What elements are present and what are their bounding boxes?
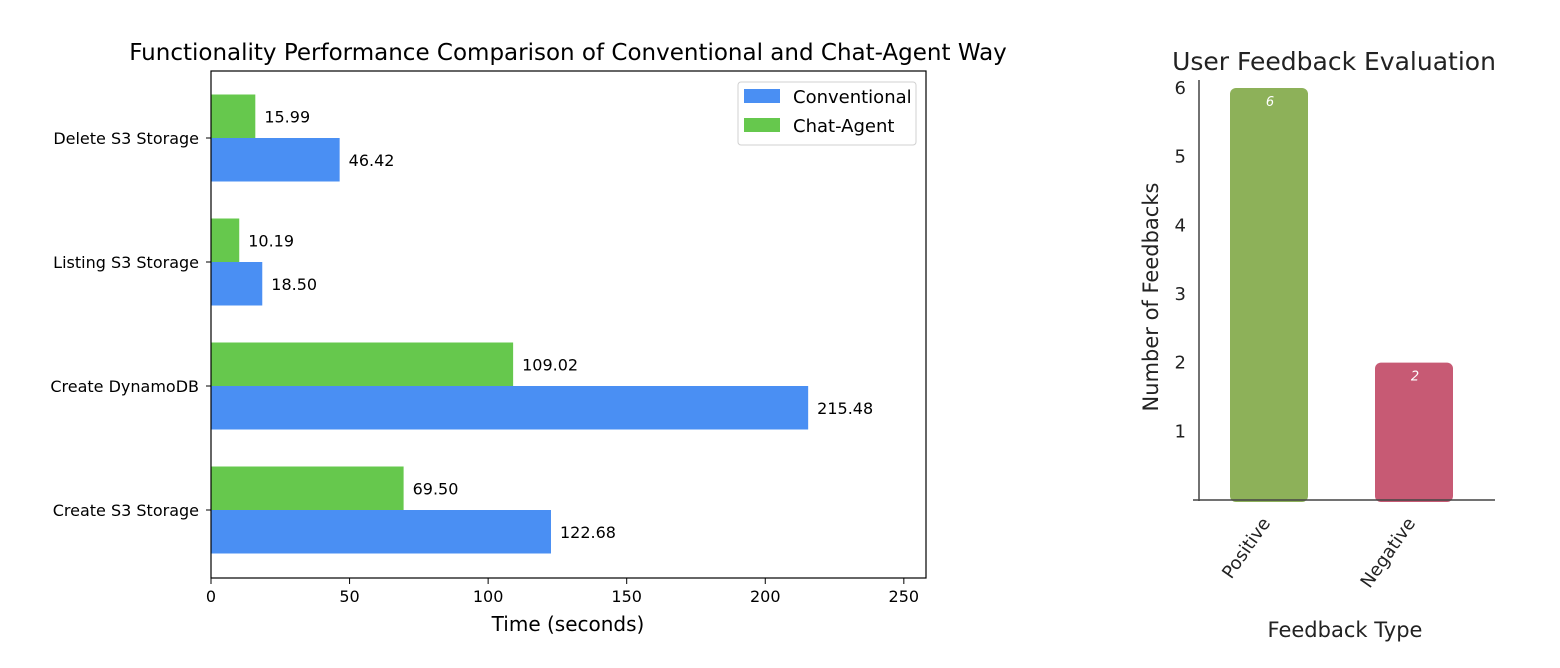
legend-label-chat-agent: Chat-Agent bbox=[793, 116, 894, 137]
data-label-conventional-create-s3-storage: 122.68 bbox=[560, 523, 616, 542]
bar-chat-agent-create-s3-storage bbox=[211, 466, 404, 510]
bar-positive bbox=[1230, 88, 1308, 502]
x-tick-label-negative: Negative bbox=[1357, 514, 1421, 592]
chart-title: Functionality Performance Comparison of … bbox=[129, 40, 1007, 66]
y-tick-label: 2 bbox=[1175, 353, 1186, 374]
x-tick-label-positive: Positive bbox=[1218, 514, 1275, 583]
y-tick-label-delete-s3-storage: Delete S3 Storage bbox=[53, 129, 199, 148]
legend-box bbox=[737, 81, 917, 146]
x-tick-label: 0 bbox=[206, 587, 216, 606]
user-feedback-chart: User Feedback Evaluation 6 2 Positive Nega… bbox=[1139, 47, 1496, 642]
legend-label-conventional: Conventional bbox=[793, 87, 912, 108]
y-tick-label: 5 bbox=[1175, 147, 1186, 168]
bar-conventional-create-dynamodb bbox=[211, 386, 809, 430]
x-tick-label: 150 bbox=[611, 587, 642, 606]
data-label-positive: 6 bbox=[1266, 95, 1274, 110]
bar-chat-agent-delete-s3-storage bbox=[211, 94, 256, 138]
bar-chat-agent-listing-s3-storage bbox=[211, 218, 240, 262]
x-tick-label: 200 bbox=[750, 587, 781, 606]
bar-chat-agent-create-dynamodb bbox=[211, 342, 514, 386]
x-tick-label: 250 bbox=[889, 587, 920, 606]
performance-comparison-chart: Functionality Performance Comparison of … bbox=[50, 40, 1006, 636]
x-tick-label: 100 bbox=[473, 587, 504, 606]
y-tick-label-create-s3-storage: Create S3 Storage bbox=[53, 501, 199, 520]
data-label-chat-agent-create-s3-storage: 69.50 bbox=[413, 479, 459, 498]
data-label-negative: 2 bbox=[1411, 370, 1419, 385]
data-label-chat-agent-delete-s3-storage: 15.99 bbox=[264, 107, 310, 126]
bar-conventional-create-s3-storage bbox=[211, 510, 551, 554]
y-tick-label-listing-s3-storage: Listing S3 Storage bbox=[53, 253, 199, 272]
y-tick-label-create-dynamodb: Create DynamoDB bbox=[50, 377, 199, 396]
bar-conventional-delete-s3-storage bbox=[211, 138, 340, 182]
data-label-conventional-listing-s3-storage: 18.50 bbox=[271, 275, 317, 294]
bar-negative bbox=[1375, 362, 1453, 502]
y-tick-label: 6 bbox=[1175, 78, 1186, 99]
x-axis-label: Time (seconds) bbox=[491, 612, 645, 636]
plot-frame bbox=[210, 70, 927, 579]
y-tick-label: 3 bbox=[1175, 284, 1186, 305]
data-label-chat-agent-create-dynamodb: 109.02 bbox=[522, 355, 578, 374]
legend-swatch-chat-agent bbox=[744, 118, 780, 132]
y-tick-label: 1 bbox=[1175, 421, 1186, 442]
y-axis-label-feedback: Number of Feedbacks bbox=[1139, 183, 1163, 412]
data-label-chat-agent-listing-s3-storage: 10.19 bbox=[248, 231, 294, 250]
bar-conventional-listing-s3-storage bbox=[211, 262, 263, 306]
legend: Conventional Chat-Agent bbox=[737, 81, 917, 146]
y-tick-label: 4 bbox=[1175, 215, 1186, 236]
data-label-conventional-create-dynamodb: 215.48 bbox=[817, 399, 873, 418]
data-label-conventional-delete-s3-storage: 46.42 bbox=[349, 151, 395, 170]
x-tick-label: 50 bbox=[339, 587, 359, 606]
chart-title-feedback: User Feedback Evaluation bbox=[1172, 47, 1496, 76]
legend-swatch-conventional bbox=[744, 89, 780, 103]
x-axis-label-feedback: Feedback Type bbox=[1268, 618, 1423, 642]
